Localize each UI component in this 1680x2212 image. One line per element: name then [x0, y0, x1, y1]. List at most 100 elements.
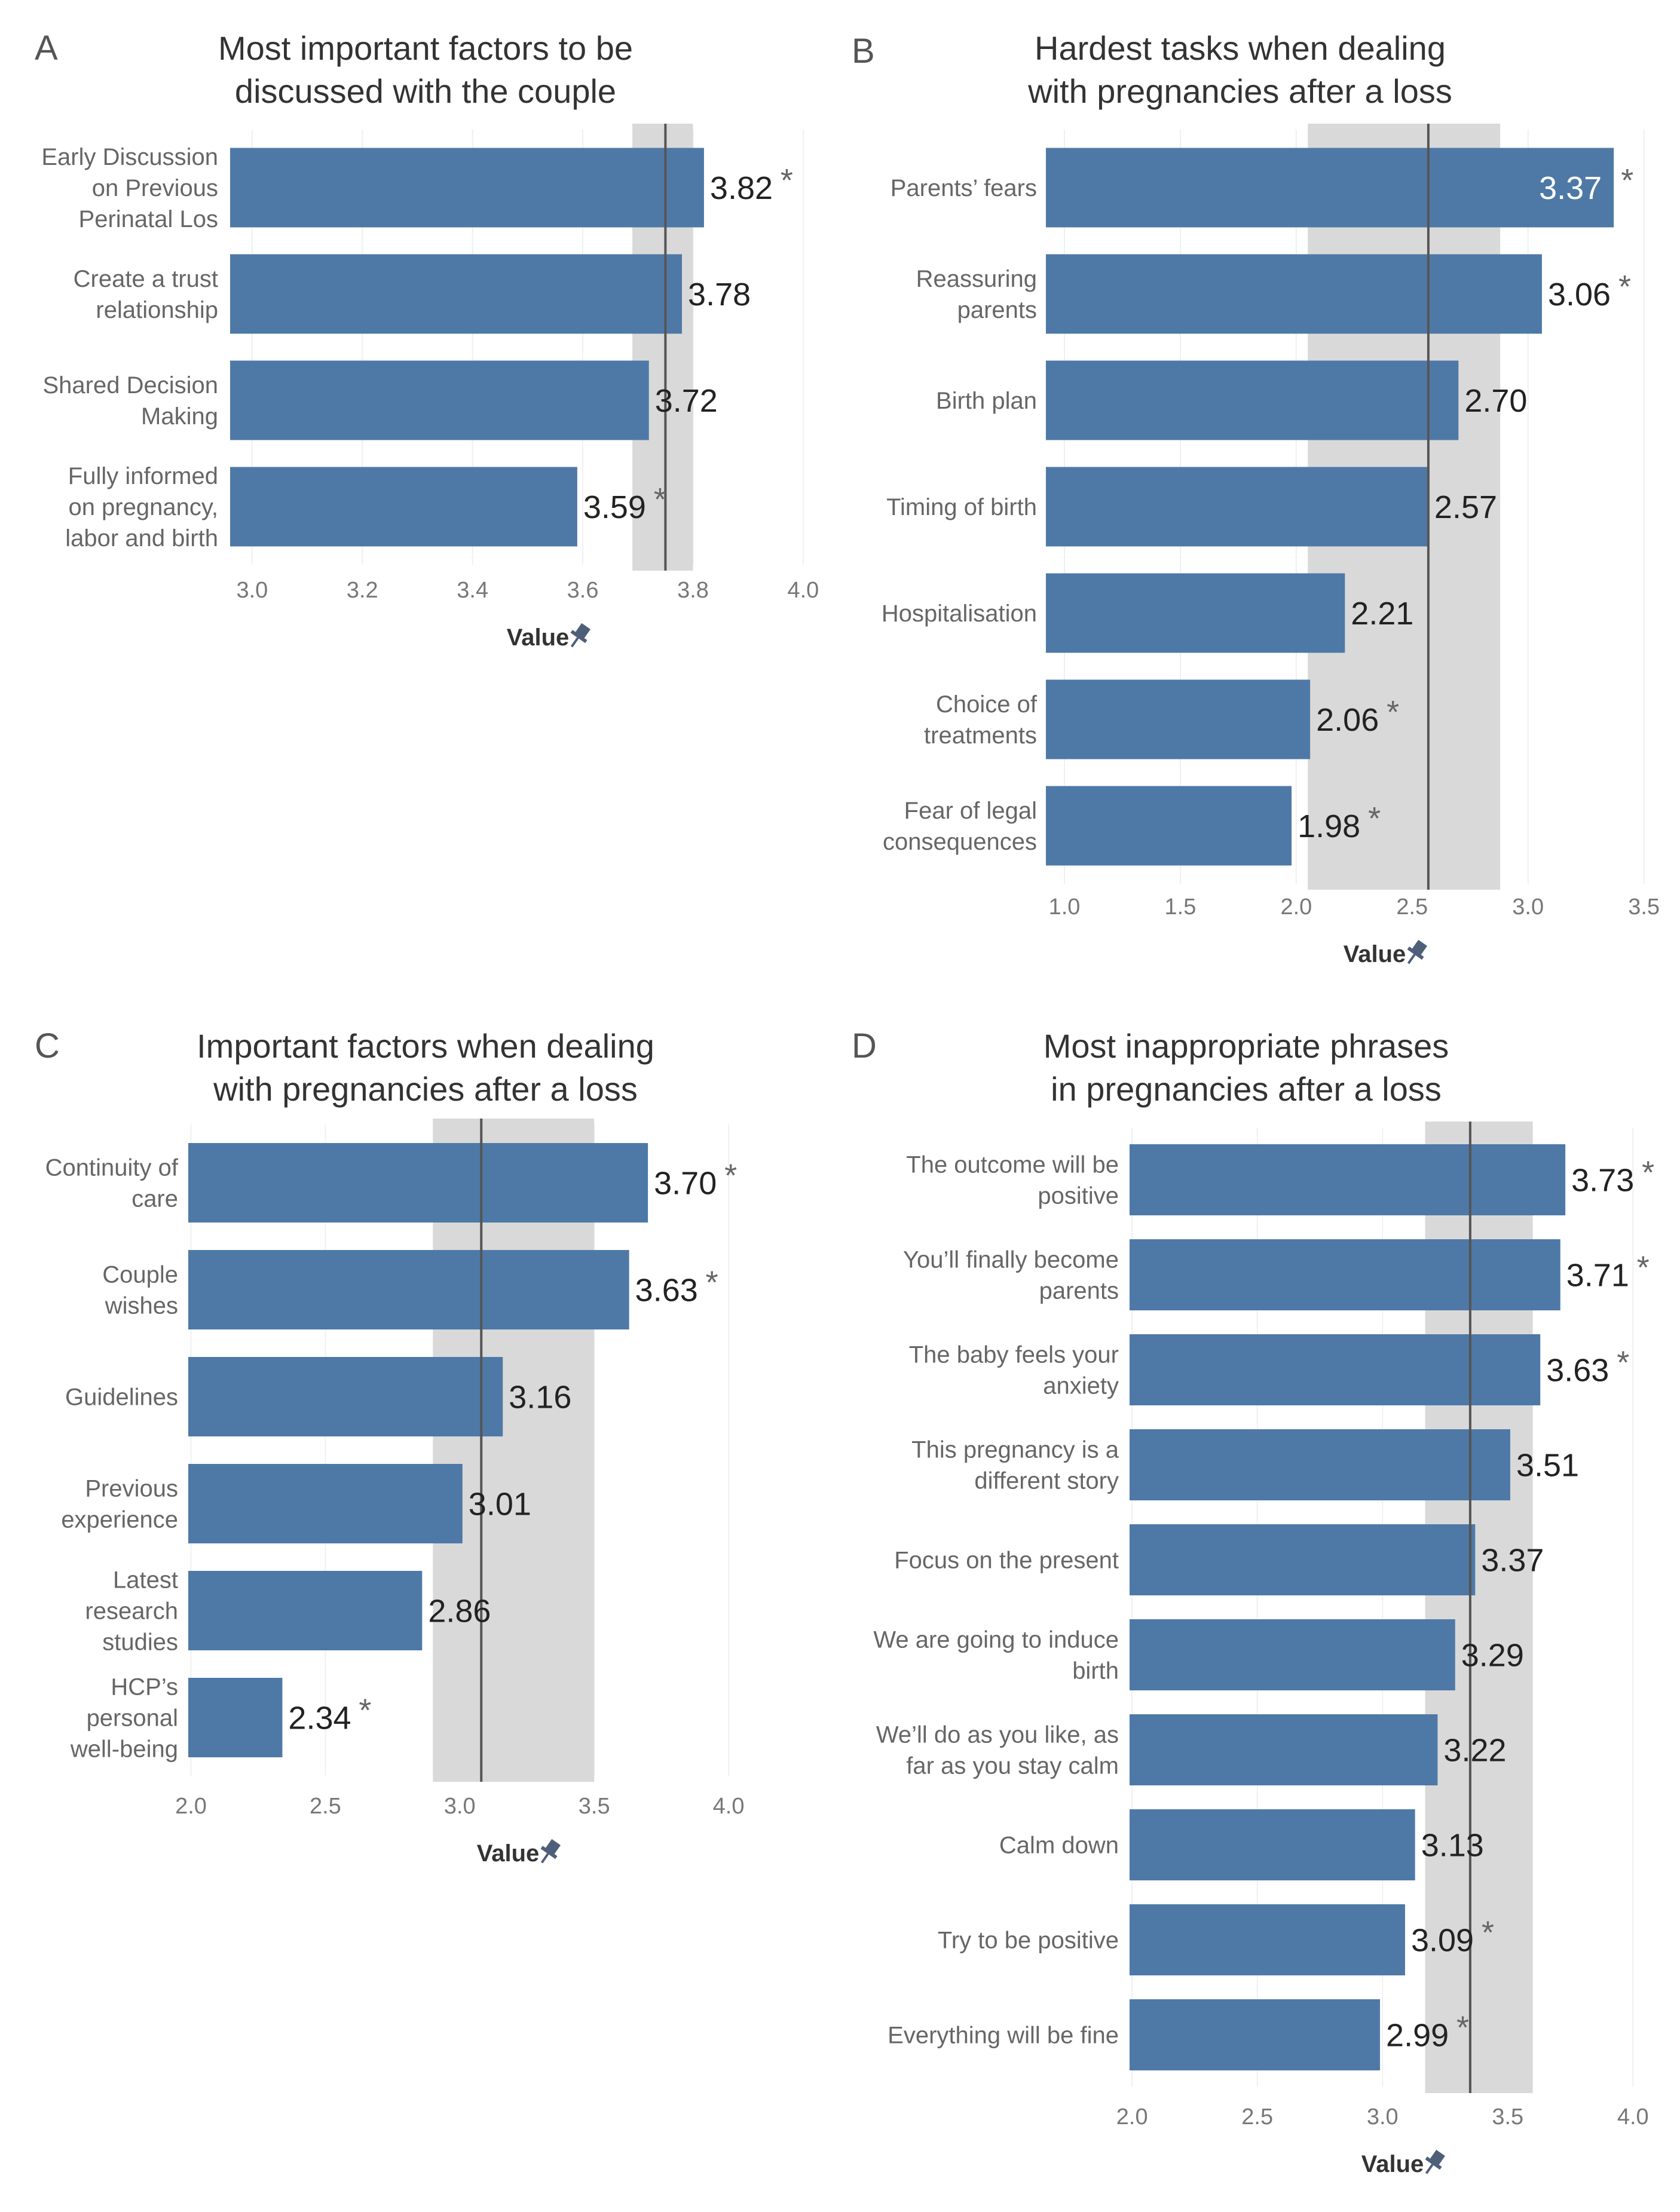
bar	[1046, 679, 1311, 759]
tick-label: 4.0	[1617, 2104, 1649, 2130]
data-label: 3.51	[1516, 1448, 1579, 1484]
chart-title: Hardest tasks when dealing	[1035, 29, 1446, 67]
significance-star: *	[1642, 1155, 1654, 1191]
category-label: Focus on the present	[894, 1548, 1119, 1574]
chart-panel-d: D Most inappropriate phrases in pregnancie…	[852, 1027, 1654, 2179]
bar	[1130, 1809, 1415, 1880]
bar	[1046, 786, 1292, 866]
category-label: Create a trust	[74, 266, 218, 292]
category-label: Previous	[85, 1476, 178, 1502]
bar	[1130, 1619, 1455, 1690]
bar	[1130, 1714, 1438, 1785]
pin-icon[interactable]	[1419, 2147, 1448, 2179]
axis-title: Value	[1361, 2151, 1424, 2177]
tick-label: 3.5	[579, 1794, 610, 1819]
category-label: Try to be positive	[938, 1928, 1119, 1954]
tick-label: 1.0	[1049, 894, 1081, 920]
tick-label: 3.0	[1367, 2104, 1399, 2130]
category-label: Parents’ fears	[891, 175, 1037, 201]
category-label: You’ll finally become	[903, 1247, 1119, 1273]
tick-label: 2.0	[1280, 894, 1312, 920]
tick-label: 3.0	[1512, 894, 1544, 920]
data-label: 3.37	[1539, 170, 1602, 206]
axis-title: Value	[477, 1840, 540, 1867]
bar	[1130, 1524, 1476, 1595]
category-label: HCP’s	[111, 1674, 178, 1701]
reference-band	[433, 1119, 595, 1782]
data-label: 3.63	[1546, 1353, 1609, 1389]
bar	[188, 1357, 503, 1436]
significance-star: *	[1387, 694, 1399, 730]
data-label: 3.70	[654, 1166, 717, 1202]
bar	[1046, 467, 1428, 547]
category-label: positive	[1038, 1183, 1119, 1209]
significance-star: *	[1637, 1250, 1650, 1286]
category-label: experience	[61, 1507, 178, 1533]
category-label: Early Discussion	[41, 144, 218, 170]
panel-letter: A	[35, 29, 58, 68]
chart-title: with pregnancies after a loss	[1027, 72, 1452, 110]
data-label: 2.70	[1464, 383, 1527, 419]
bar	[188, 1571, 423, 1650]
category-label: personal	[87, 1705, 178, 1732]
chart-title: with pregnancies after a loss	[213, 1070, 638, 1108]
axis-title: Value	[507, 624, 570, 651]
data-label: 1.98	[1298, 808, 1360, 844]
category-label: Fully informed	[68, 463, 218, 489]
data-label: 3.01	[469, 1487, 531, 1522]
data-label: 3.73	[1571, 1163, 1634, 1199]
tick-label: 3.0	[444, 1794, 476, 1819]
tick-label: 3.4	[457, 578, 488, 603]
category-label: Latest	[113, 1567, 178, 1594]
data-label: 2.99	[1386, 2018, 1449, 2054]
category-label: Shared Decision	[43, 372, 219, 399]
category-label: We are going to induce	[873, 1627, 1119, 1653]
data-label: 3.22	[1443, 1733, 1506, 1769]
category-label: This pregnancy is a	[911, 1437, 1119, 1463]
tick-label: 2.5	[1241, 2104, 1273, 2130]
category-label: relationship	[96, 297, 218, 323]
tick-label: 4.0	[787, 578, 819, 603]
chart-title: Most important factors to be	[218, 29, 633, 67]
tick-label: 3.6	[567, 578, 599, 603]
data-label: 2.21	[1351, 596, 1413, 632]
pin-icon[interactable]	[1401, 938, 1430, 969]
tick-label: 4.0	[713, 1794, 745, 1819]
category-label: well-being	[70, 1736, 178, 1763]
category-label: consequences	[883, 829, 1037, 855]
bar	[1046, 360, 1459, 440]
data-label: 2.57	[1434, 489, 1497, 525]
bar	[230, 467, 577, 547]
bar	[230, 360, 649, 440]
tick-label: 3.8	[677, 578, 709, 603]
chart-panel-a: A Most important factors to be discussed w…	[35, 29, 819, 652]
category-label: Hospitalisation	[882, 601, 1037, 627]
bar	[1046, 573, 1345, 653]
bar	[188, 1464, 463, 1543]
data-label: 3.29	[1461, 1638, 1524, 1674]
category-label: Continuity of	[45, 1155, 179, 1181]
data-label: 2.86	[428, 1594, 491, 1629]
category-label: Choice of	[936, 691, 1038, 718]
category-label: Everything will be fine	[888, 2023, 1119, 2049]
bar	[1130, 1144, 1566, 1215]
significance-star: *	[781, 163, 793, 198]
tick-label: 2.0	[1116, 2104, 1148, 2130]
pin-icon[interactable]	[534, 1837, 564, 1868]
category-label: labor and birth	[65, 525, 218, 552]
chart-panel-b: B Hardest tasks when dealing with pregnanc…	[852, 29, 1660, 969]
significance-star: *	[359, 1693, 371, 1729]
category-label: on pregnancy,	[68, 494, 218, 520]
category-label: We’ll do as you like, as	[876, 1722, 1119, 1748]
tick-label: 1.5	[1165, 894, 1196, 920]
chart-title: Important factors when dealing	[197, 1027, 654, 1065]
category-label: far as you stay calm	[906, 1753, 1119, 1779]
pin-icon[interactable]	[564, 621, 593, 652]
bar	[188, 1250, 629, 1329]
bar	[188, 1143, 648, 1223]
bar	[1046, 148, 1614, 228]
category-label: Making	[141, 403, 218, 430]
significance-star: *	[724, 1158, 737, 1194]
category-label: care	[131, 1186, 178, 1212]
